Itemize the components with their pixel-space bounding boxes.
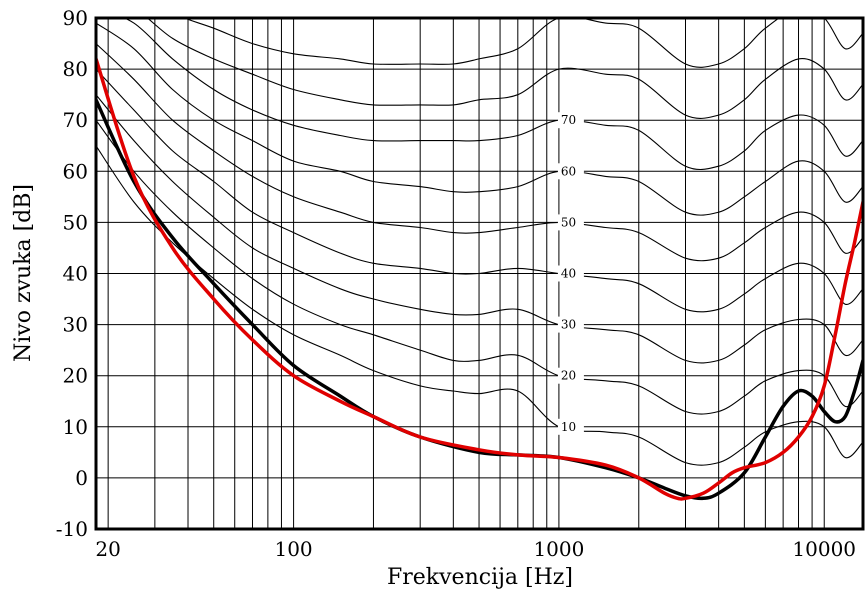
y-tick-label: 70 [63, 108, 88, 132]
y-tick-label: -10 [56, 517, 88, 541]
contour-curve-50 [96, 43, 863, 262]
x-tick-label: 10000 [792, 537, 856, 561]
contour-curve-40 [96, 68, 863, 313]
y-axis-ticks: -10 0 10 20 30 40 50 60 70 80 90 [56, 6, 88, 541]
contour-label-bg [557, 367, 584, 384]
contour-label-bg [557, 163, 584, 180]
contour-label-bg [557, 112, 584, 129]
y-tick-label: 80 [63, 57, 88, 81]
contour-label-30: 30 [561, 318, 576, 332]
y-tick-label: 50 [63, 210, 88, 234]
series-curve-2 [96, 57, 863, 501]
y-tick-label: 10 [63, 415, 88, 439]
contour-label-10: 10 [561, 420, 576, 434]
y-tick-label: 90 [63, 6, 88, 30]
contour-curve-80 [146, 18, 863, 119]
contour-label-bg [557, 265, 584, 282]
y-tick-label: 30 [63, 313, 88, 337]
y-tick-label: 40 [63, 262, 88, 286]
contour-curve-20 [96, 119, 863, 415]
y-tick-label: 20 [63, 364, 88, 388]
contour-label-20: 20 [561, 369, 576, 383]
contour-curve-70 [123, 18, 863, 171]
contour-label-bg [557, 418, 584, 435]
contour-curve-10 [96, 145, 863, 466]
x-axis-ticks: 20 100 1000 10000 [95, 537, 856, 561]
contour-label-60: 60 [561, 164, 576, 178]
x-axis-title: Frekvencija [Hz] [387, 565, 573, 590]
plot-frame [94, 16, 865, 531]
contour-curve-90 [182, 18, 863, 68]
y-tick-label: 0 [75, 466, 88, 490]
contour-label-bg [557, 316, 584, 333]
x-tick-label: 1000 [533, 537, 584, 561]
contour-label-70: 70 [561, 113, 576, 127]
x-tick-label: 100 [274, 537, 312, 561]
contour-label-50: 50 [561, 215, 576, 229]
contour-labels: 10 20 30 40 50 60 70 [557, 112, 584, 435]
y-axis-title: Nivo zvuka [dB] [11, 184, 36, 362]
contour-curves [96, 18, 863, 466]
series-curves [96, 57, 863, 501]
contour-curve-60 [96, 22, 863, 216]
contour-label-bg [557, 214, 584, 231]
x-tick-label: 20 [95, 537, 120, 561]
contour-curve-30 [96, 94, 863, 364]
contour-label-40: 40 [561, 267, 576, 281]
y-tick-label: 60 [63, 159, 88, 183]
